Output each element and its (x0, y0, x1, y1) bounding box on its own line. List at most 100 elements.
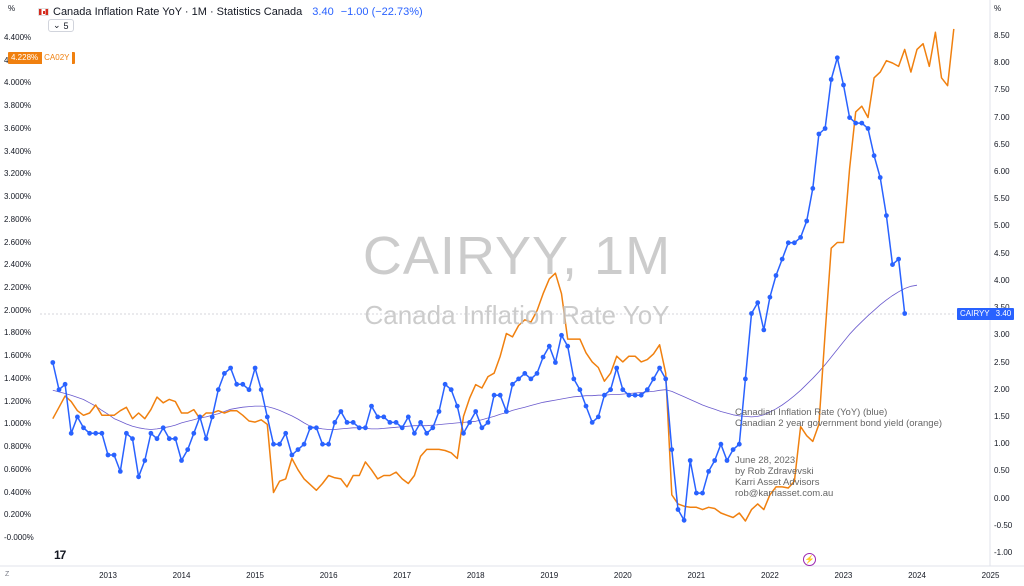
inflation-point (749, 311, 754, 316)
inflation-point (240, 381, 246, 387)
left-axis-tick: 4.400% (4, 33, 32, 42)
inflation-point (571, 376, 577, 382)
inflation-point (154, 436, 160, 442)
inflation-point (393, 420, 399, 425)
inflation-point (203, 436, 209, 442)
tradingview-logo[interactable]: 17 (54, 548, 66, 562)
inflation-point (626, 392, 632, 398)
inflation-point (516, 376, 521, 382)
inflation-point (399, 425, 405, 431)
right-axis-tick: 6.00 (994, 167, 1010, 177)
inflation-point (810, 186, 816, 191)
inflation-point (191, 430, 197, 436)
time-axis-tick: 2020 (613, 571, 632, 580)
inflation-point (148, 430, 154, 436)
inflation-point (117, 469, 123, 474)
right-axis-tick: 0.50 (994, 466, 1010, 476)
inflation-point (314, 425, 319, 431)
time-axis-tick: 2025 (981, 571, 1000, 580)
inflation-point (111, 452, 117, 458)
inflation-point (834, 55, 840, 61)
inflation-point (755, 300, 761, 306)
chevron-down-icon: ⌄ (53, 20, 61, 30)
inflation-point (264, 414, 270, 420)
time-axis-tick: 2024 (908, 571, 926, 580)
inflation-point (479, 425, 485, 431)
time-axis-tick: 2013 (99, 571, 117, 580)
inflation-point (724, 458, 730, 463)
inflation-point (166, 436, 172, 442)
inflation-point (718, 441, 724, 447)
bond-yield-symbol: CA02Y (42, 52, 72, 64)
inflation-point (577, 387, 583, 393)
annotation-line-6: rob@karriasset.com.au (735, 488, 834, 499)
bond-yield-price-label: 4.228% CA02Y (8, 52, 75, 64)
bond-yield-value: 4.228% (11, 53, 39, 62)
inflation-point (350, 420, 356, 425)
inflation-point (381, 414, 387, 420)
inflation-point (215, 387, 221, 393)
inflation-point (779, 256, 785, 262)
right-axis-tick: 0.00 (994, 493, 1010, 503)
inflation-point (209, 414, 215, 420)
inflation-point (105, 452, 111, 458)
inflation-point (197, 414, 203, 420)
inflation-point (534, 371, 540, 376)
annotation-line-3: June 28, 2023 (735, 455, 796, 466)
lightning-icon[interactable]: ⚡ (803, 553, 816, 566)
time-axis-tick: 2014 (172, 571, 191, 580)
inflation-point (736, 441, 742, 447)
inflation-point (712, 458, 718, 463)
inflation-point (332, 420, 338, 425)
inflation-point (816, 131, 822, 137)
inflation-point (632, 392, 638, 398)
inflation-point (179, 458, 184, 463)
inflation-point (271, 441, 276, 447)
left-axis-tick: 0.400% (4, 487, 32, 497)
inflation-point (363, 425, 368, 431)
inflation-point (75, 414, 80, 420)
right-axis-tick: 2.50 (994, 357, 1010, 367)
inflation-point (252, 365, 258, 371)
inflation-point (841, 82, 846, 88)
inflation-point (412, 430, 417, 436)
inflation-point (473, 409, 479, 414)
inflation-point (160, 425, 166, 431)
left-axis-tick: 3.600% (4, 123, 32, 133)
inflation-point (589, 420, 595, 425)
inflation-point (602, 392, 607, 398)
inflation-point (258, 387, 264, 393)
inflation-point (847, 115, 852, 120)
bond-yield-layer (52, 28, 955, 522)
left-axis-tick: 3.800% (4, 101, 32, 111)
left-axis-tick: 3.400% (4, 146, 32, 156)
time-axis-tick: 2019 (540, 571, 559, 580)
inflation-point (485, 420, 491, 425)
left-axis-tick: 1.000% (4, 419, 32, 429)
inflation-point (99, 430, 105, 436)
inflation-point (62, 381, 68, 387)
inflation-point (234, 381, 240, 387)
legend-change: −1.00 (−22.73%) (340, 6, 423, 18)
left-axis-tick: 1.800% (4, 328, 32, 338)
left-axis-tick: 1.200% (4, 396, 32, 406)
inflation-point (804, 218, 810, 224)
inflation-point (326, 441, 331, 447)
annotation-line-2: Canadian 2 year government bond yield (o… (735, 418, 943, 429)
series-legend[interactable]: Canada Inflation Rate YoY · 1M · Statist… (38, 4, 423, 20)
inflation-point (767, 294, 773, 300)
legend-collapse-button[interactable]: ⌄ 5 (48, 19, 74, 32)
left-axis-tick: 2.000% (4, 305, 32, 315)
inflation-point (246, 387, 252, 393)
left-axis-tick: 2.200% (4, 283, 32, 292)
inflation-point (68, 430, 74, 436)
right-axis-tick: 6.50 (994, 139, 1010, 149)
inflation-price-label: CAIRYY 3.40 (957, 308, 1015, 320)
inflation-point (743, 376, 748, 382)
inflation-point (583, 403, 589, 409)
left-axis-tick: 2.800% (4, 214, 32, 224)
inflation-point (56, 387, 62, 393)
right-axis-tick: 1.50 (994, 411, 1010, 421)
legend-title: Canada Inflation Rate YoY · 1M · Statist… (53, 6, 303, 18)
